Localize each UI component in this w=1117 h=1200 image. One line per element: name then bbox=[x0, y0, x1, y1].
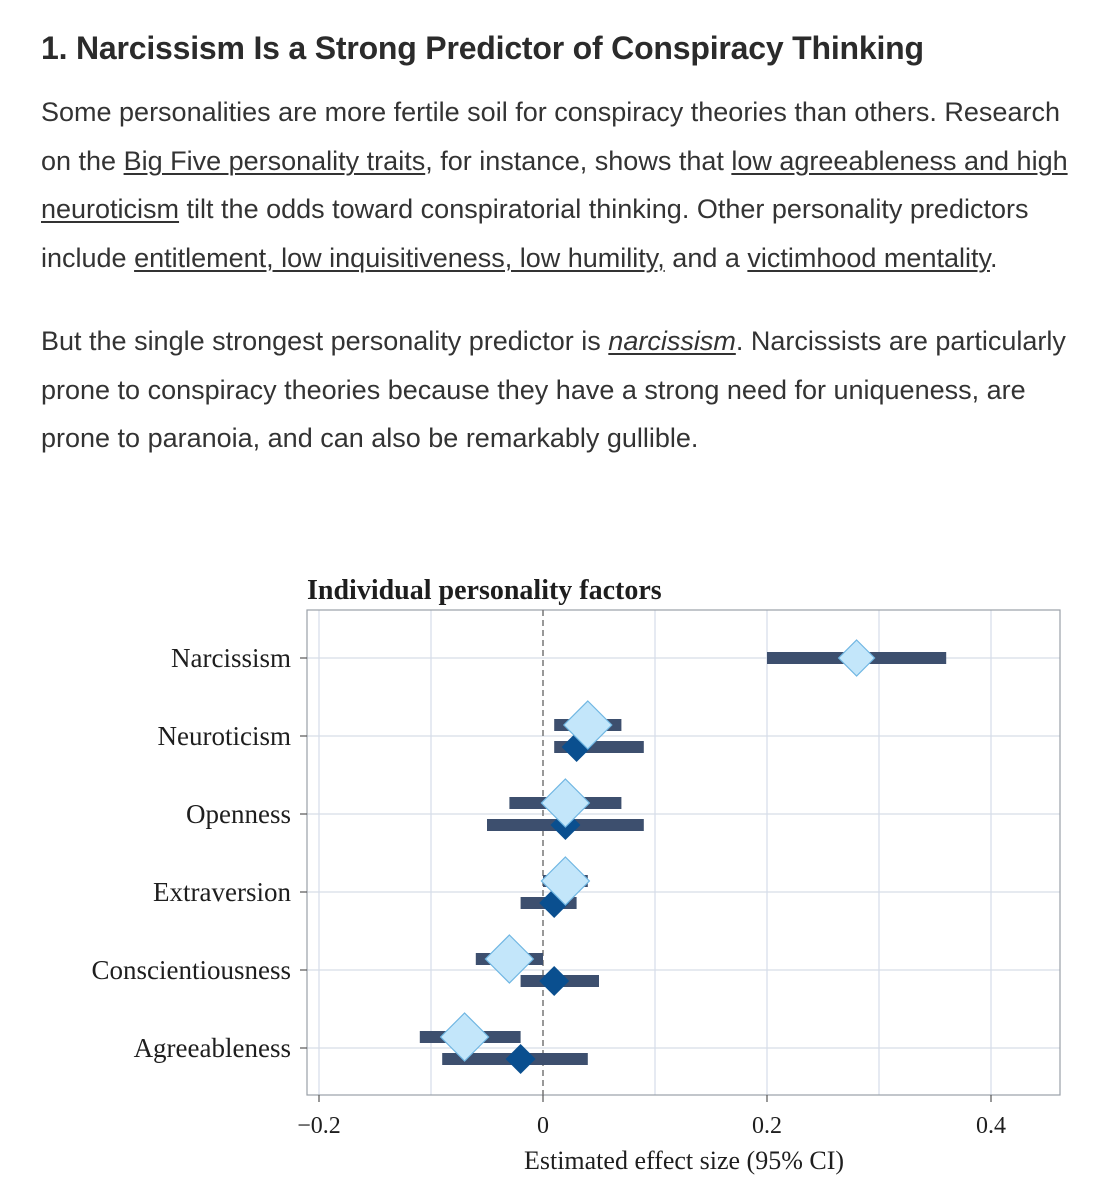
p2-text-1: But the single strongest personality pre… bbox=[41, 326, 609, 356]
paragraph-1: Some personalities are more fertile soil… bbox=[41, 88, 1081, 282]
estimate-marker-light bbox=[562, 700, 613, 750]
link-victimhood[interactable]: victimhood mentality bbox=[747, 242, 990, 273]
plot-frame bbox=[306, 609, 1061, 1096]
p2-text-2: . Narcissists are particularly prone to … bbox=[41, 326, 1066, 453]
estimate-marker-light bbox=[439, 1012, 490, 1062]
category-label: Narcissism bbox=[171, 643, 291, 673]
estimate-marker-light bbox=[540, 856, 591, 906]
p1-text-5: . bbox=[989, 242, 998, 273]
p1-text-3: tilt the odds toward conspiratorial thin… bbox=[41, 194, 1029, 273]
article: 1. Narcissism Is a Strong Predictor of C… bbox=[41, 22, 1081, 463]
estimate-marker-light bbox=[837, 639, 876, 677]
estimate-marker-dark bbox=[505, 1044, 536, 1074]
x-tick-label: 0.4 bbox=[976, 1113, 1006, 1139]
category-label: Extraversion bbox=[153, 877, 291, 907]
category-label: Neuroticism bbox=[158, 721, 291, 751]
link-agreeableness-neuroticism[interactable]: low agreeableness and high neuroticism bbox=[41, 145, 1068, 225]
forest-plot: −0.2 0 0.2 0.4 Narcissism Neuroticism Openness… bbox=[92, 575, 1061, 1175]
link-entitlement[interactable]: entitlement, low inquisitiveness, low hu… bbox=[134, 242, 665, 273]
estimate-marker-dark bbox=[539, 966, 570, 996]
p1-text-4: and a bbox=[664, 242, 748, 273]
x-tick-label: −0.2 bbox=[297, 1113, 341, 1139]
chart-title: Individual personality factors bbox=[307, 575, 662, 606]
category-label: Agreeableness bbox=[134, 1033, 291, 1063]
x-tick-label: 0 bbox=[537, 1113, 549, 1139]
x-tick-label: 0.2 bbox=[752, 1113, 782, 1139]
paragraph-2: But the single strongest personality pre… bbox=[41, 317, 1081, 463]
category-label: Conscientiousness bbox=[92, 955, 292, 985]
category-label: Openness bbox=[186, 799, 291, 829]
link-narcissism[interactable]: narcissism bbox=[608, 326, 736, 356]
p1-text-1: Some personalities are more fertile soil… bbox=[41, 97, 1060, 176]
estimate-marker-light bbox=[484, 934, 535, 984]
link-big-five[interactable]: Big Five personality traits bbox=[123, 145, 426, 176]
forest-plot-figure: −0.2 0 0.2 0.4 Narcissism Neuroticism Openness… bbox=[0, 560, 1117, 1200]
x-axis-label: Estimated effect size (95% CI) bbox=[524, 1146, 844, 1175]
section-heading: 1. Narcissism Is a Strong Predictor of C… bbox=[41, 30, 924, 66]
p1-text-2: , for instance, shows that bbox=[425, 145, 732, 176]
estimate-marker-light bbox=[540, 778, 591, 828]
